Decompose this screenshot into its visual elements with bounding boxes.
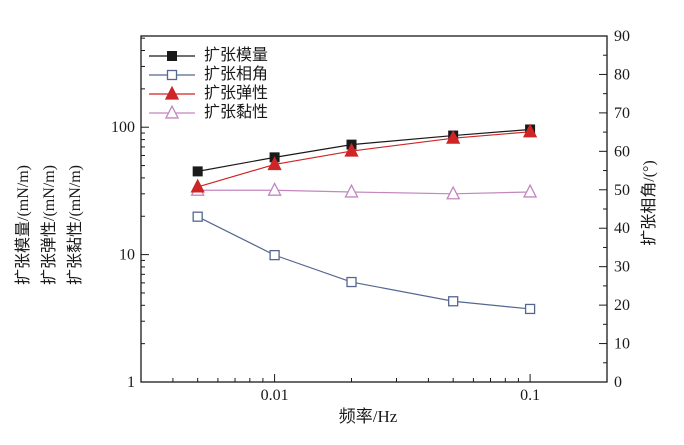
svg-text:40: 40	[614, 220, 630, 237]
x-axis-label: 频率/Hz	[338, 407, 398, 426]
svg-text:0.1: 0.1	[520, 387, 540, 404]
legend-item-modulus: 扩张模量	[149, 46, 268, 65]
legend-marker-phase-angle-icon	[149, 69, 195, 80]
svg-text:1: 1	[127, 374, 135, 391]
legend-marker-elasticity-icon	[149, 85, 195, 100]
svg-text:80: 80	[614, 66, 630, 83]
svg-text:60: 60	[614, 143, 630, 160]
series-modulus	[192, 124, 536, 177]
legend-marker-viscosity-icon	[149, 104, 195, 119]
svg-text:100: 100	[111, 119, 135, 136]
svg-text:0: 0	[614, 374, 622, 391]
y-left-minor-ticks	[141, 37, 145, 345]
y-right-tick-labels: 0 10 20 30 40 50 60 70 80 90	[614, 28, 630, 391]
y-left-axis-label-line1: 扩张模量/(mN/m)	[15, 165, 32, 285]
y-left-major-ticks	[141, 126, 149, 383]
y-left-axis-label-line2: 扩张弹性/(mN/m)	[41, 165, 58, 285]
x-axis-major-ticks	[274, 374, 531, 382]
legend-item-viscosity: 扩张黏性	[149, 103, 268, 122]
legend-label-viscosity: 扩张黏性	[204, 104, 269, 121]
y-right-minor-ticks	[603, 54, 607, 364]
legend-label-phase-angle: 扩张相角	[204, 66, 269, 83]
x-axis-ticks	[172, 378, 608, 382]
svg-text:10: 10	[119, 247, 135, 264]
y-left-tick-labels: 1 10 100	[111, 119, 135, 391]
svg-text:90: 90	[614, 28, 630, 45]
legend-item-phase-angle: 扩张相角	[149, 65, 268, 84]
y-left-axis-label-line3: 扩张黏性/(mN/m)	[67, 165, 84, 285]
series-phase-angle	[192, 211, 536, 315]
legend-marker-modulus-icon	[149, 50, 195, 61]
series-elasticity	[190, 123, 538, 193]
x-axis-tick-labels: 0.01 0.1	[261, 387, 540, 404]
svg-text:20: 20	[614, 297, 630, 314]
y-right-axis-label: 扩张相角/(°)	[641, 160, 658, 246]
legend-label-elasticity: 扩张弹性	[204, 85, 269, 102]
svg-text:70: 70	[614, 105, 630, 122]
series-viscosity	[190, 182, 538, 200]
legend-item-elasticity: 扩张弹性	[149, 84, 268, 103]
legend-label-modulus: 扩张模量	[204, 47, 269, 64]
legend: 扩张模量 扩张相角 扩张弹性 扩张黏性	[149, 46, 268, 122]
svg-text:10: 10	[614, 336, 630, 353]
svg-text:0.01: 0.01	[261, 387, 289, 404]
svg-text:30: 30	[614, 259, 630, 276]
svg-text:50: 50	[614, 182, 630, 199]
y-right-major-ticks	[599, 35, 607, 383]
